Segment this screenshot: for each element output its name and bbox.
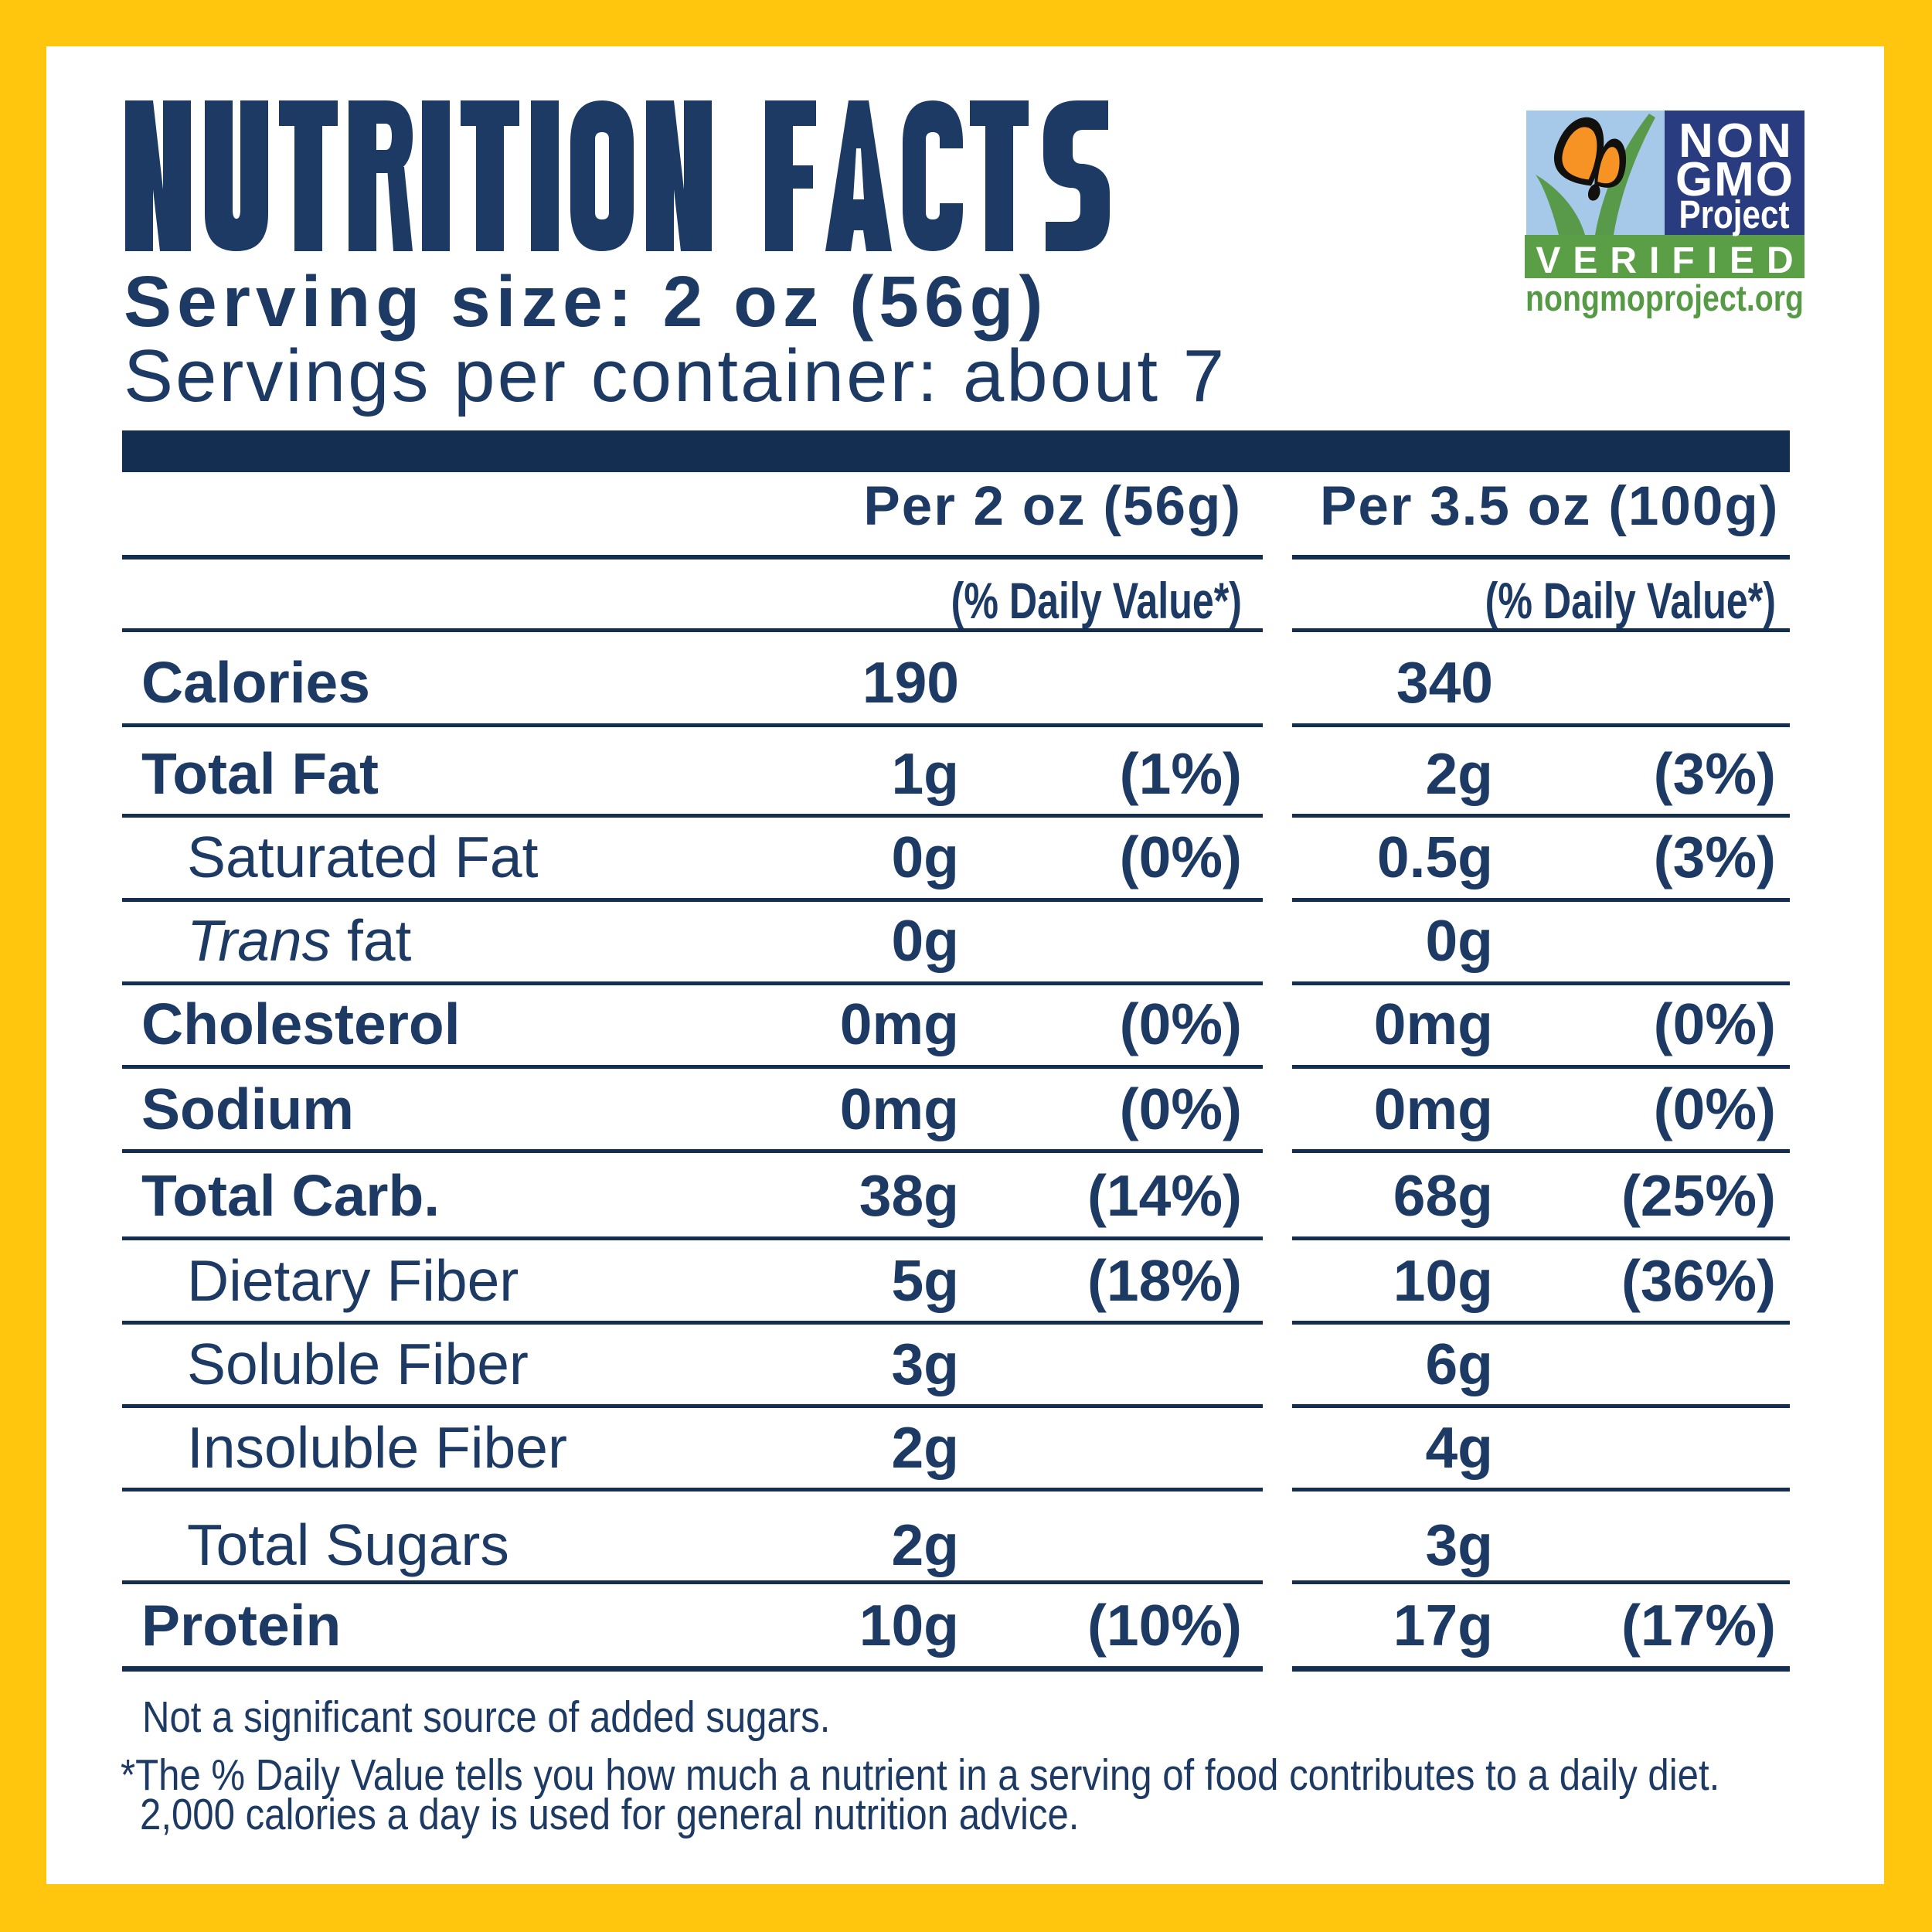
svg-text:VERIFIED: VERIFIED — [1536, 240, 1804, 281]
svg-text:NON: NON — [1679, 114, 1794, 168]
svg-text:Project: Project — [1679, 192, 1790, 236]
svg-text:nongmoproject.org: nongmoproject.org — [1526, 277, 1804, 318]
svg-text:GMO: GMO — [1675, 153, 1794, 206]
